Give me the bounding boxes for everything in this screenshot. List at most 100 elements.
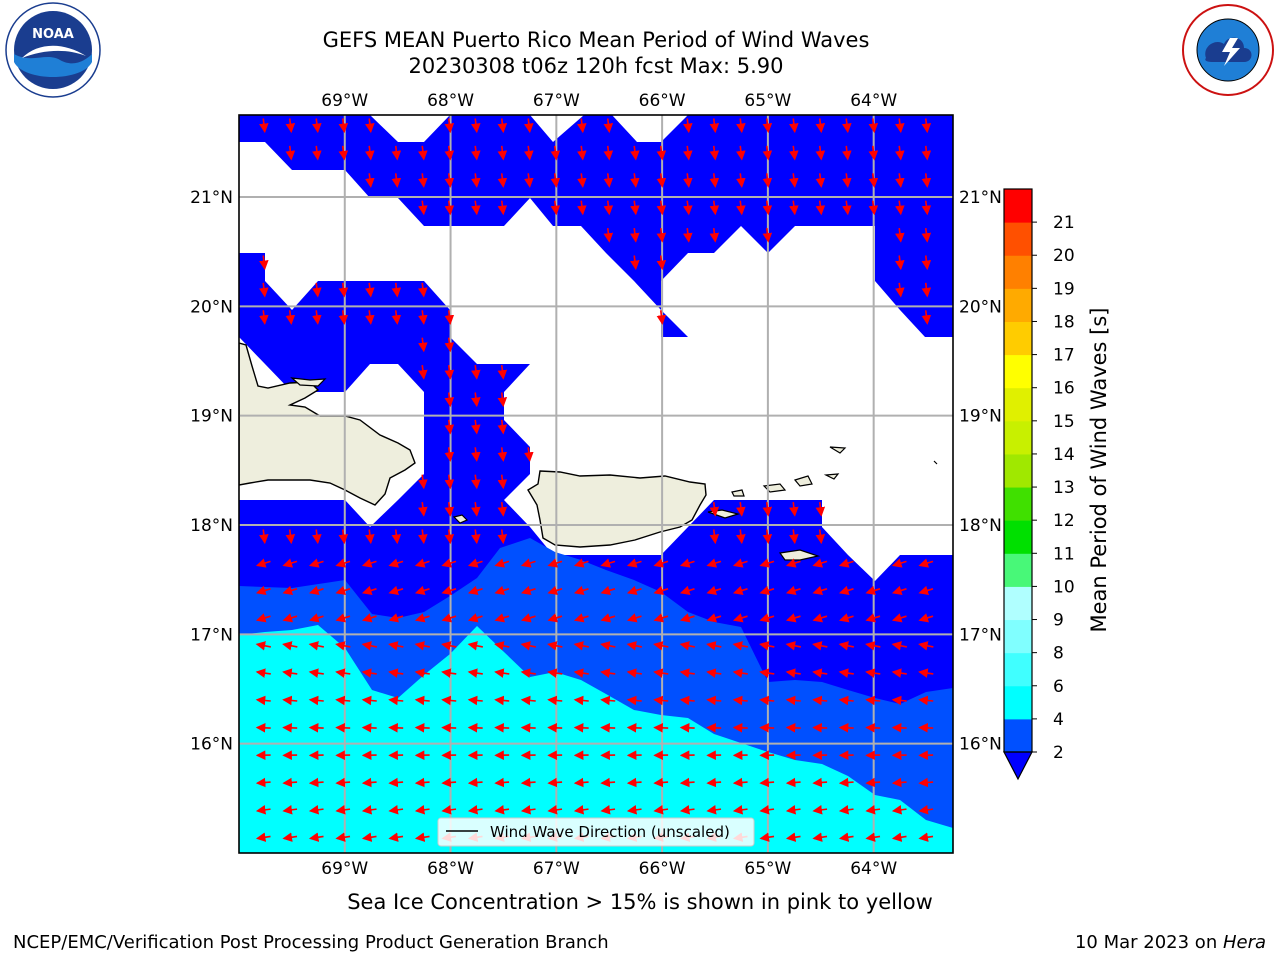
wind-wave-arrow xyxy=(467,668,483,678)
wind-wave-arrow xyxy=(494,641,510,651)
wind-wave-arrow xyxy=(497,173,508,188)
wind-wave-arrow xyxy=(732,613,748,623)
colorbar-tick-label: 21 xyxy=(1053,213,1075,233)
colorbar-tick-label: 11 xyxy=(1053,544,1075,564)
wind-wave-arrow xyxy=(255,695,271,706)
colorbar-tick-label: 6 xyxy=(1053,677,1064,697)
wind-wave-arrow xyxy=(706,585,722,596)
wind-wave-arrow xyxy=(335,668,351,678)
wind-wave-arrow xyxy=(259,282,269,298)
wind-wave-arrow xyxy=(789,118,799,134)
wind-wave-arrow xyxy=(842,118,852,134)
wind-wave-arrow xyxy=(653,805,669,815)
wind-wave-arrow xyxy=(388,695,404,706)
wind-wave-arrow xyxy=(471,529,481,545)
wind-wave-arrow xyxy=(441,668,457,678)
wind-wave-arrow xyxy=(520,641,536,651)
mona-island xyxy=(452,514,469,524)
wind-wave-arrow xyxy=(547,777,563,788)
wind-wave-arrow xyxy=(335,558,351,568)
wind-wave-arrow xyxy=(838,558,854,568)
wind-wave-arrow xyxy=(365,310,375,325)
colorbar-tick-label: 9 xyxy=(1053,611,1064,631)
wind-wave-arrow xyxy=(335,613,351,623)
wind-wave-arrow xyxy=(736,145,746,161)
chart-title: GEFS MEAN Puerto Rico Mean Period of Win… xyxy=(322,28,870,52)
wind-wave-arrow xyxy=(785,695,801,706)
wind-wave-arrow xyxy=(785,641,801,651)
wind-wave-arrow xyxy=(494,558,510,568)
wind-wave-arrow xyxy=(547,585,563,596)
wind-wave-arrow xyxy=(471,200,481,216)
wind-wave-arrow xyxy=(709,173,720,188)
wind-wave-arrows xyxy=(255,118,934,842)
wind-wave-arrow xyxy=(388,558,404,568)
wind-wave-arrow xyxy=(282,695,298,706)
wind-wave-arrow xyxy=(361,668,377,678)
wind-wave-arrow xyxy=(815,145,826,161)
sea-ice-note: Sea Ice Concentration > 15% is shown in … xyxy=(347,890,933,914)
lon-tick-label-top: 64°W xyxy=(850,91,897,111)
wind-wave-arrow xyxy=(414,805,430,815)
wind-wave-arrow xyxy=(679,641,695,651)
wind-wave-arrow xyxy=(259,529,269,545)
wind-wave-arrow xyxy=(494,805,510,815)
wind-wave-arrow xyxy=(815,173,826,188)
colorbar-segment xyxy=(1004,420,1032,455)
wind-wave-arrow xyxy=(785,668,801,678)
wind-wave-arrow xyxy=(895,200,905,216)
wind-wave-arrow xyxy=(679,805,695,815)
wind-wave-arrow xyxy=(600,805,616,815)
wind-wave-arrow xyxy=(918,585,934,596)
wind-wave-arrow xyxy=(762,118,773,134)
legend-label: Wind Wave Direction (unscaled) xyxy=(490,823,730,841)
colorbar-segment xyxy=(1004,189,1032,223)
wind-wave-arrow xyxy=(603,228,614,243)
wind-wave-arrow xyxy=(391,310,402,325)
wind-wave-arrow xyxy=(706,695,722,706)
wind-wave-arrow xyxy=(732,805,748,815)
wind-wave-arrow xyxy=(603,118,614,134)
wind-wave-arrow xyxy=(308,805,324,815)
wind-wave-arrow xyxy=(418,200,428,216)
lat-tick-label-left: 19°N xyxy=(190,407,233,427)
wind-wave-arrow xyxy=(285,529,296,545)
colorbar-segment xyxy=(1004,652,1032,687)
wind-wave-arrow xyxy=(418,502,428,517)
wind-wave-arrow xyxy=(494,777,510,788)
wind-wave-arrow xyxy=(285,118,296,134)
wind-wave-arrow xyxy=(626,613,642,623)
wind-wave-arrow xyxy=(497,118,508,134)
wind-wave-arrow xyxy=(471,419,481,435)
colorbar-segment xyxy=(1004,453,1032,488)
colorbar-segment xyxy=(1004,619,1032,654)
wind-wave-arrow xyxy=(524,145,534,161)
wind-wave-arrow xyxy=(441,695,457,706)
wind-wave-arrow xyxy=(732,695,748,706)
wind-wave-arrow xyxy=(259,118,269,134)
lat-tick-label-left: 18°N xyxy=(190,516,233,536)
wind-wave-arrow xyxy=(308,777,324,788)
wind-wave-arrow xyxy=(547,558,563,568)
wind-wave-arrow xyxy=(497,200,508,216)
wind-wave-arrow xyxy=(388,585,404,596)
wind-wave-arrow xyxy=(388,641,404,651)
wind-wave-arrow xyxy=(842,173,852,188)
wind-wave-arrow xyxy=(259,255,269,271)
wind-wave-arrow xyxy=(785,777,801,788)
wind-wave-arrow xyxy=(497,365,508,380)
wind-wave-arrow xyxy=(838,613,854,623)
wind-wave-arrow xyxy=(706,641,722,651)
wind-wave-arrow xyxy=(282,613,298,623)
wind-wave-arrow xyxy=(865,613,881,623)
wind-wave-arrow xyxy=(255,641,271,651)
wind-wave-arrow xyxy=(418,529,428,545)
wind-wave-arrow xyxy=(308,832,324,842)
wind-wave-arrow xyxy=(842,145,852,161)
wind-wave-arrow xyxy=(573,558,589,568)
wind-wave-arrow xyxy=(812,613,828,623)
wind-wave-arrow xyxy=(497,419,508,435)
wind-wave-arrow xyxy=(921,145,932,161)
colorbar-segment xyxy=(1004,520,1032,554)
wind-wave-arrow xyxy=(918,641,934,651)
